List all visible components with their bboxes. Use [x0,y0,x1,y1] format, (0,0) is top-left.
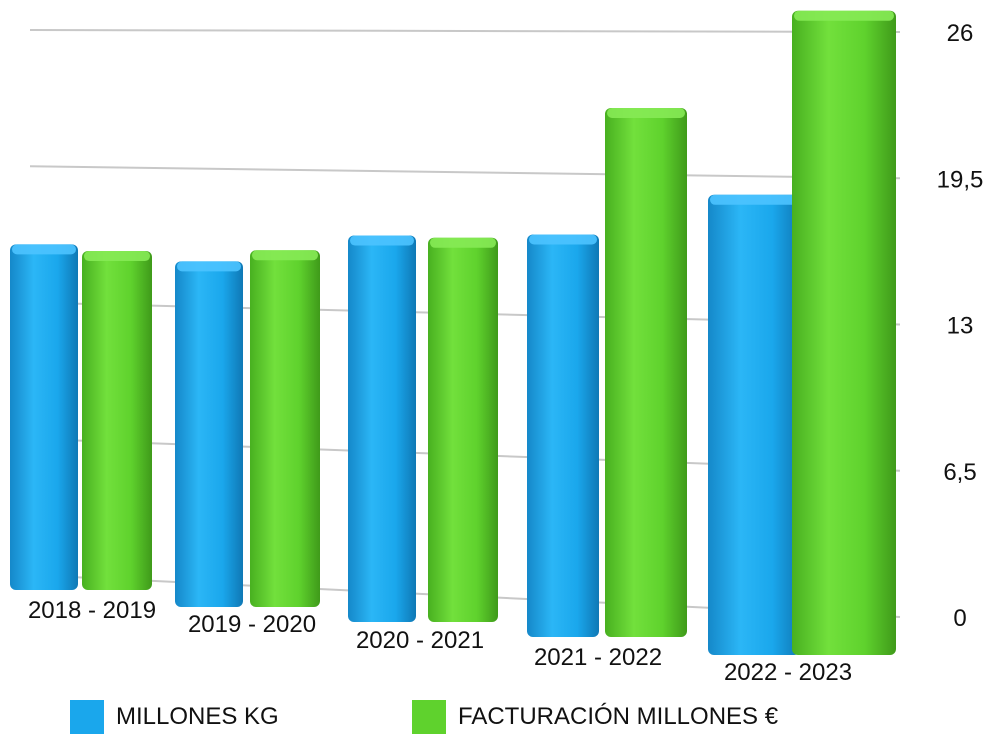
x-category-label: 2018 - 2019 [28,597,156,624]
legend-swatch-blue [70,700,104,734]
bar-millones-kg-2 [348,235,416,623]
y-tick-label: 0 [953,605,966,632]
legend-swatch-green [412,700,446,734]
legend-item-millones-kg: MILLONES KG [70,700,279,734]
y-tick-label: 13 [947,313,974,340]
bar-millones-kg-1 [175,261,243,607]
bar-facturacion-0 [82,251,152,591]
bar-facturacion-2 [428,237,498,623]
x-category-label: 2022 - 2023 [724,659,852,686]
bar-facturacion-1 [250,250,320,607]
bar-millones-kg-0 [10,244,78,590]
gridline [29,29,901,33]
bar-chart: 26 19,5 13 6,5 0 2018 - 2019 2019 - 2020 2020 … [10,10,984,686]
gridline [29,165,901,180]
x-category-label: 2020 - 2021 [356,627,484,654]
bar-facturacion-3 [605,108,687,637]
legend-label-facturacion: FACTURACIÓN MILLONES € [458,703,779,730]
legend-label-millones-kg: MILLONES KG [116,703,279,730]
y-tick-label: 19,5 [937,166,984,193]
y-tick-label: 26 [947,20,974,47]
x-category-label: 2019 - 2020 [188,611,316,638]
bar-millones-kg-4 [708,194,800,656]
bar-millones-kg-3 [527,234,599,637]
x-category-label: 2021 - 2022 [534,644,662,671]
y-tick-label: 6,5 [943,459,976,486]
legend-item-facturacion: FACTURACIÓN MILLONES € [412,700,778,734]
bar-facturacion-4 [792,10,896,656]
